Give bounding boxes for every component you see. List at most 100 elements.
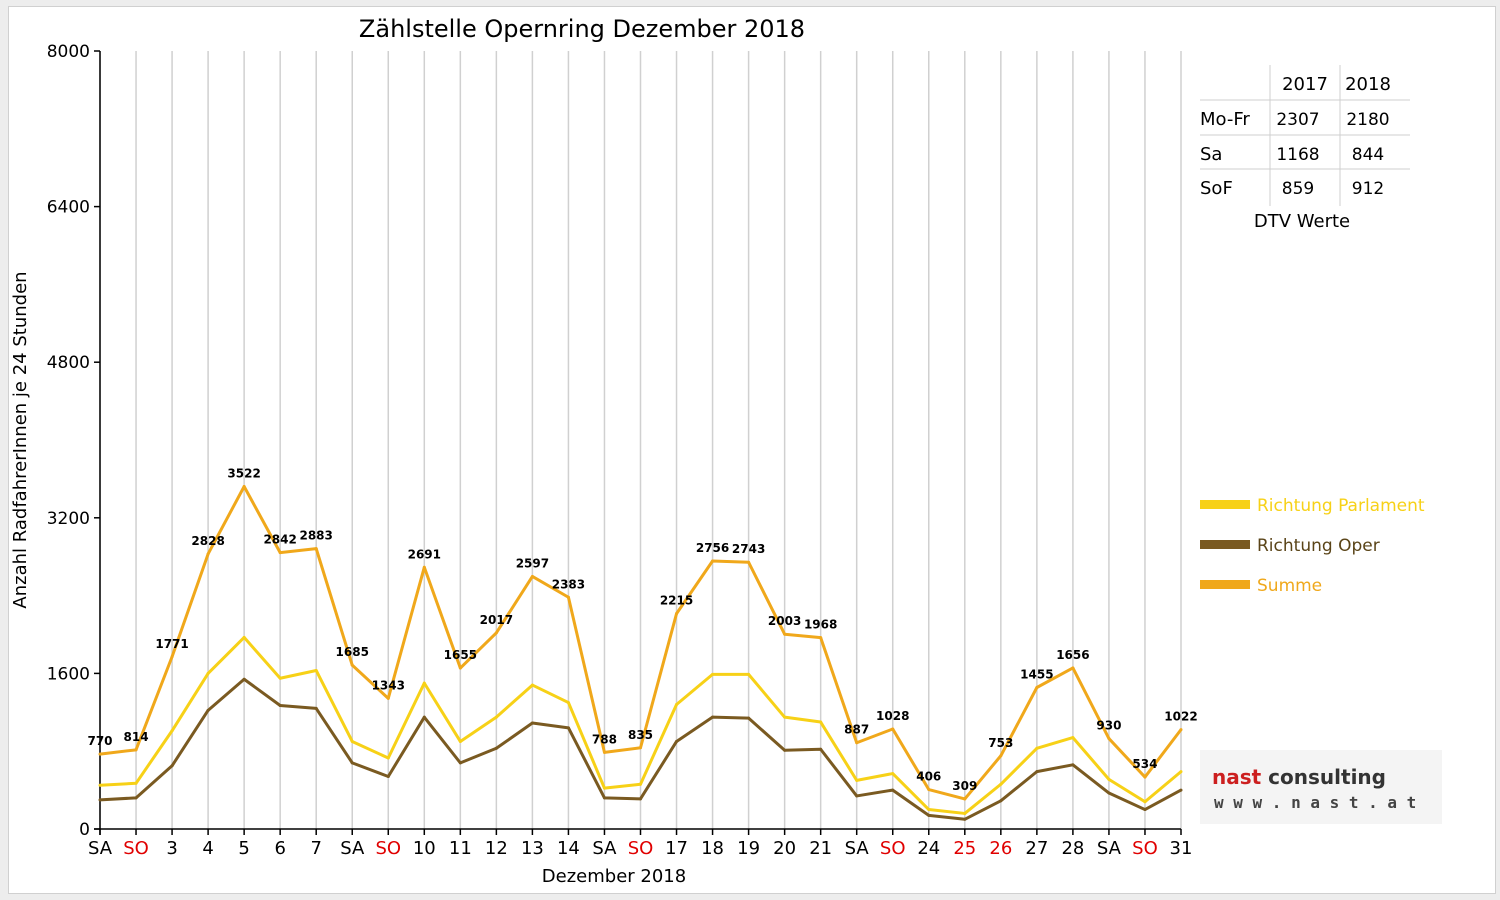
x-tick-label: 26 xyxy=(989,838,1012,859)
data-point xyxy=(927,813,931,817)
data-point xyxy=(1143,800,1147,804)
data-point xyxy=(783,748,787,752)
data-point xyxy=(206,671,210,675)
y-tick-label: 1600 xyxy=(47,664,90,684)
data-point xyxy=(999,799,1003,803)
x-tick-label: SA xyxy=(340,838,365,859)
data-label: 2691 xyxy=(408,547,441,561)
data-point xyxy=(1107,791,1111,795)
data-point xyxy=(602,786,606,790)
data-point xyxy=(494,715,498,719)
x-tick-label: 12 xyxy=(485,838,508,859)
data-point xyxy=(927,808,931,812)
data-label: 2215 xyxy=(660,594,693,608)
data-point xyxy=(1179,788,1183,792)
data-point xyxy=(170,655,174,659)
data-label: 1656 xyxy=(1056,648,1089,662)
x-tick-label: SO xyxy=(628,838,654,859)
table-row-label: Mo-Fr xyxy=(1200,109,1250,130)
table-header-2017: 2017 xyxy=(1282,74,1328,95)
data-point xyxy=(1071,763,1075,767)
data-point xyxy=(602,750,606,754)
data-label: 770 xyxy=(87,734,112,748)
data-point xyxy=(134,796,138,800)
x-tick-label: SO xyxy=(123,838,149,859)
data-point xyxy=(783,715,787,719)
data-point xyxy=(458,761,462,765)
x-tick-label: 17 xyxy=(665,838,688,859)
table-cell: 2307 xyxy=(1276,110,1319,130)
x-tick-label: SO xyxy=(375,838,401,859)
data-label: 2842 xyxy=(263,533,296,547)
x-tick-label: 21 xyxy=(809,838,832,859)
data-point xyxy=(1179,728,1183,732)
data-point xyxy=(98,798,102,802)
data-point xyxy=(98,783,102,787)
data-point xyxy=(675,703,679,707)
data-label: 887 xyxy=(844,723,869,737)
data-point xyxy=(891,727,895,731)
x-tick-label: 20 xyxy=(773,838,796,859)
data-labels: 770 814 1771 2828 3522 2842 2883 1685 1343 2691 16… xyxy=(87,466,1197,792)
x-tick-label: 5 xyxy=(238,838,249,859)
data-point xyxy=(566,701,570,705)
x-tick-label: SA xyxy=(592,838,617,859)
x-tick-label: 24 xyxy=(917,838,940,859)
table-cell: 1168 xyxy=(1276,145,1319,165)
data-label: 1022 xyxy=(1164,710,1197,724)
x-tick-label: 28 xyxy=(1061,838,1084,859)
x-tick-label: 19 xyxy=(737,838,760,859)
data-point xyxy=(747,560,751,564)
data-point xyxy=(783,632,787,636)
data-point xyxy=(242,484,246,488)
data-point xyxy=(314,668,318,672)
data-point xyxy=(1071,736,1075,740)
data-point xyxy=(242,677,246,681)
x-tick-label: SA xyxy=(88,838,113,859)
x-tick-label: 14 xyxy=(557,838,580,859)
data-point xyxy=(278,676,282,680)
data-point xyxy=(206,552,210,556)
data-label: 2017 xyxy=(480,613,513,627)
y-tick-label: 4800 xyxy=(47,353,90,373)
data-point xyxy=(1035,686,1039,690)
y-axis-label: Anzahl RadfahrerInnen je 24 Stunden xyxy=(10,271,31,608)
data-label: 1028 xyxy=(876,709,909,723)
data-point xyxy=(314,706,318,710)
data-point xyxy=(711,559,715,563)
table-row-label: Sa xyxy=(1200,144,1222,165)
x-tick-label: 4 xyxy=(202,838,213,859)
x-tick-label: 18 xyxy=(701,838,724,859)
data-point xyxy=(1035,746,1039,750)
data-point xyxy=(963,797,967,801)
data-point xyxy=(819,747,823,751)
data-point xyxy=(1107,777,1111,781)
legend-swatch xyxy=(1200,500,1250,509)
data-point xyxy=(855,778,859,782)
data-point xyxy=(458,666,462,670)
data-label: 1455 xyxy=(1020,668,1053,682)
legend-swatch xyxy=(1200,540,1250,549)
x-tick-label: 6 xyxy=(274,838,285,859)
x-tick-label: 10 xyxy=(413,838,436,859)
data-point xyxy=(530,721,534,725)
data-point xyxy=(566,726,570,730)
data-label: 1343 xyxy=(372,678,405,692)
data-label: 835 xyxy=(628,728,653,742)
data-point xyxy=(711,672,715,676)
table-cell: 2180 xyxy=(1346,110,1389,130)
data-point xyxy=(98,752,102,756)
data-point xyxy=(1035,770,1039,774)
data-point xyxy=(170,764,174,768)
data-label: 406 xyxy=(916,770,941,784)
data-point xyxy=(458,739,462,743)
data-point xyxy=(206,708,210,712)
logo-text: nast consulting xyxy=(1212,765,1386,789)
y-axis-ticks: 0 1600 3200 4800 6400 8000 xyxy=(47,42,100,840)
data-point xyxy=(278,551,282,555)
data-point xyxy=(530,683,534,687)
nast-consulting-logo: nast consulting w w w . n a s t . a t xyxy=(1200,750,1442,824)
data-label: 753 xyxy=(988,736,1013,750)
data-point xyxy=(350,739,354,743)
